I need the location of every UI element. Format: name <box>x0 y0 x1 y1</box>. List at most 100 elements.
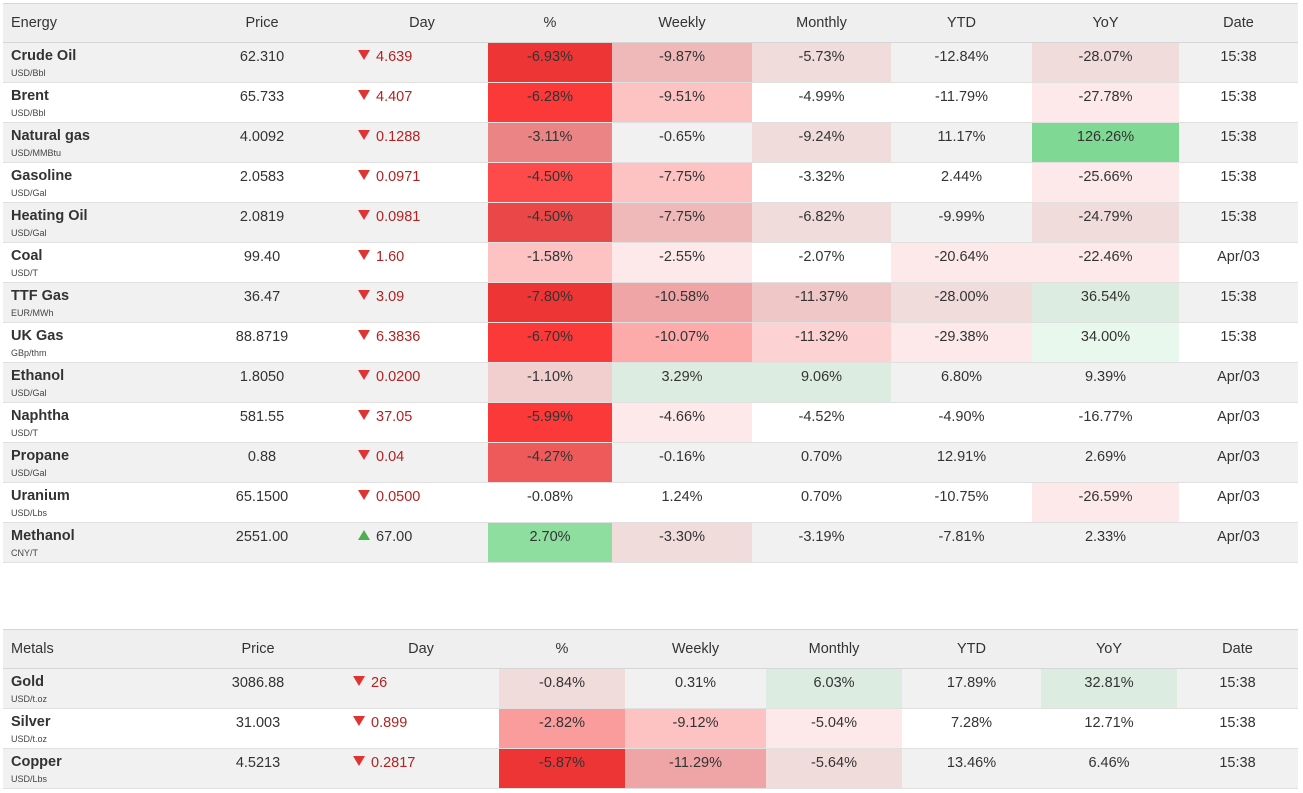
monthly-change-cell: -5.73% <box>752 42 891 83</box>
ytd-change-cell: 11.17% <box>891 122 1032 163</box>
instrument-name-cell[interactable]: TTF Gas EUR/MWh <box>3 282 168 323</box>
instrument-name-link[interactable]: Gasoline <box>11 168 73 184</box>
column-header-ytd[interactable]: YTD <box>891 3 1032 43</box>
yoy-change-cell: 34.00% <box>1032 322 1179 363</box>
ytd-change-cell: -10.75% <box>891 482 1032 523</box>
triangle-down-icon <box>358 210 370 220</box>
yoy-change-cell: -24.79% <box>1032 202 1179 243</box>
ytd-change-cell: -12.84% <box>891 42 1032 83</box>
day-change-cell: 4.639 <box>356 42 488 83</box>
price-cell: 3086.88 <box>173 668 343 709</box>
table-row[interactable]: Natural gas USD/MMBtu 4.0092 0.1288 -3.11% -0… <box>3 122 1298 163</box>
instrument-name-link[interactable]: Gold <box>11 674 45 690</box>
instrument-name-link[interactable]: TTF Gas <box>11 288 70 304</box>
table-row[interactable]: Gold USD/t.oz 3086.88 26 -0.84% 0.31% 6.03% 17.… <box>3 668 1298 709</box>
instrument-name-cell[interactable]: Coal USD/T <box>3 242 168 283</box>
energy-header-row: Energy Price Day% Weekly Monthly YTD YoY Date <box>3 3 1298 43</box>
column-header-monthly[interactable]: Monthly <box>752 3 891 43</box>
table-row[interactable]: Naphtha USD/T 581.55 37.05 -5.99% -4.66% -4.52… <box>3 402 1298 443</box>
instrument-name-cell[interactable]: Gold USD/t.oz <box>3 668 173 709</box>
instrument-name-link[interactable]: Uranium <box>11 488 70 504</box>
table-row[interactable]: Uranium USD/Lbs 65.1500 0.0500 -0.08% 1.24% 0.… <box>3 482 1298 523</box>
instrument-name-link[interactable]: Methanol <box>11 528 75 544</box>
instrument-name-link[interactable]: Crude Oil <box>11 48 77 64</box>
instrument-unit: USD/T <box>11 428 38 438</box>
instrument-name-link[interactable]: Copper <box>11 754 62 770</box>
column-header-day[interactable]: Day <box>343 629 499 669</box>
price-cell: 36.47 <box>168 282 356 323</box>
instrument-name-link[interactable]: Brent <box>11 88 49 104</box>
table-row[interactable]: TTF Gas EUR/MWh 36.47 3.09 -7.80% -10.58% -11.… <box>3 282 1298 323</box>
yoy-change-cell: -16.77% <box>1032 402 1179 443</box>
column-header-weekly[interactable]: Weekly <box>625 629 766 669</box>
monthly-change-cell: 9.06% <box>752 362 891 403</box>
instrument-name-link[interactable]: Heating Oil <box>11 208 88 224</box>
monthly-change-cell: 6.03% <box>766 668 902 709</box>
ytd-change-cell: 13.46% <box>902 748 1041 789</box>
pct-change-cell: -0.84% <box>499 668 625 709</box>
day-change-value: 0.899 <box>371 715 408 731</box>
table-row[interactable]: Ethanol USD/Gal 1.8050 0.0200 -1.10% 3.29% 9.0… <box>3 362 1298 403</box>
column-header-yoy[interactable]: YoY <box>1041 629 1177 669</box>
table-row[interactable]: Coal USD/T 99.40 1.60 -1.58% -2.55% -2.07% -20.… <box>3 242 1298 283</box>
weekly-change-cell: -4.66% <box>612 402 752 443</box>
column-header-energy[interactable]: Energy <box>3 3 168 43</box>
table-row[interactable]: Heating Oil USD/Gal 2.0819 0.0981 -4.50% -7.7… <box>3 202 1298 243</box>
table-row[interactable]: Methanol CNY/T 2551.00 67.00 2.70% -3.30% -3.1… <box>3 522 1298 563</box>
instrument-name-cell[interactable]: Natural gas USD/MMBtu <box>3 122 168 163</box>
column-header-date[interactable]: Date <box>1179 3 1298 43</box>
column-header-metals[interactable]: Metals <box>3 629 173 669</box>
monthly-change-cell: -9.24% <box>752 122 891 163</box>
column-header-date[interactable]: Date <box>1177 629 1298 669</box>
date-cell: 15:38 <box>1179 122 1298 163</box>
column-header-[interactable]: % <box>499 629 625 669</box>
instrument-name-cell[interactable]: Uranium USD/Lbs <box>3 482 168 523</box>
triangle-down-icon <box>358 170 370 180</box>
table-row[interactable]: Brent USD/Bbl 65.733 4.407 -6.28% -9.51% -4.99… <box>3 82 1298 123</box>
instrument-name-cell[interactable]: Propane USD/Gal <box>3 442 168 483</box>
monthly-change-cell: 0.70% <box>752 442 891 483</box>
column-header-price[interactable]: Price <box>173 629 343 669</box>
instrument-name-cell[interactable]: Crude Oil USD/Bbl <box>3 42 168 83</box>
table-row[interactable]: UK Gas GBp/thm 88.8719 6.3836 -6.70% -10.07% -… <box>3 322 1298 363</box>
pct-change-cell: -1.58% <box>488 242 612 283</box>
instrument-name-cell[interactable]: Ethanol USD/Gal <box>3 362 168 403</box>
table-row[interactable]: Silver USD/t.oz 31.003 0.899 -2.82% -9.12% -5.… <box>3 708 1298 749</box>
table-row[interactable]: Propane USD/Gal 0.88 0.04 -4.27% -0.16% 0.70% 1… <box>3 442 1298 483</box>
instrument-name-cell[interactable]: Silver USD/t.oz <box>3 708 173 749</box>
triangle-up-icon <box>358 530 370 540</box>
column-header-ytd[interactable]: YTD <box>902 629 1041 669</box>
instrument-name-cell[interactable]: Naphtha USD/T <box>3 402 168 443</box>
instrument-name-link[interactable]: Ethanol <box>11 368 65 384</box>
day-change-value: 26 <box>371 675 388 691</box>
table-row[interactable]: Crude Oil USD/Bbl 62.310 4.639 -6.93% -9.87% -… <box>3 42 1298 83</box>
column-header-price[interactable]: Price <box>168 3 356 43</box>
instrument-name-cell[interactable]: Gasoline USD/Gal <box>3 162 168 203</box>
instrument-name-link[interactable]: Natural gas <box>11 128 90 144</box>
instrument-name-cell[interactable]: Copper USD/Lbs <box>3 748 173 789</box>
weekly-change-cell: -3.30% <box>612 522 752 563</box>
instrument-name-cell[interactable]: UK Gas GBp/thm <box>3 322 168 363</box>
column-header-[interactable]: % <box>488 3 612 43</box>
instrument-name-link[interactable]: Naphtha <box>11 408 69 424</box>
instrument-name-cell[interactable]: Methanol CNY/T <box>3 522 168 563</box>
column-header-monthly[interactable]: Monthly <box>766 629 902 669</box>
table-row[interactable]: Gasoline USD/Gal 2.0583 0.0971 -4.50% -7.75% -… <box>3 162 1298 203</box>
instrument-name-link[interactable]: Propane <box>11 448 70 464</box>
column-header-yoy[interactable]: YoY <box>1032 3 1179 43</box>
energy-body: Crude Oil USD/Bbl 62.310 4.639 -6.93% -9.87% -… <box>3 42 1298 563</box>
instrument-name-link[interactable]: Silver <box>11 714 51 730</box>
weekly-change-cell: -9.12% <box>625 708 766 749</box>
instrument-name-cell[interactable]: Heating Oil USD/Gal <box>3 202 168 243</box>
column-header-weekly[interactable]: Weekly <box>612 3 752 43</box>
date-cell: Apr/03 <box>1179 442 1298 483</box>
instrument-name-cell[interactable]: Brent USD/Bbl <box>3 82 168 123</box>
monthly-change-cell: -5.04% <box>766 708 902 749</box>
triangle-down-icon <box>358 290 370 300</box>
column-header-day[interactable]: Day <box>356 3 488 43</box>
instrument-name-link[interactable]: UK Gas <box>11 328 64 344</box>
instrument-name-link[interactable]: Coal <box>11 248 43 264</box>
table-row[interactable]: Copper USD/Lbs 4.5213 0.2817 -5.87% -11.29% -5… <box>3 748 1298 789</box>
price-cell: 0.88 <box>168 442 356 483</box>
day-change-value: 4.639 <box>376 49 413 65</box>
